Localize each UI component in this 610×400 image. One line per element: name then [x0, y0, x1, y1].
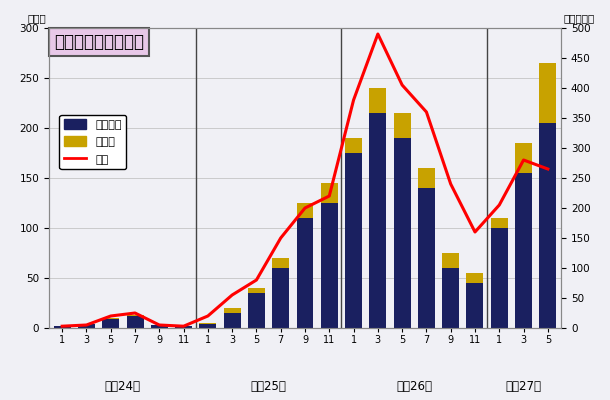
Bar — [491, 228, 508, 328]
Bar — [418, 188, 435, 328]
Bar — [393, 113, 411, 138]
Bar — [151, 325, 168, 328]
Bar — [126, 316, 143, 328]
Bar — [442, 253, 459, 268]
Bar — [321, 203, 338, 328]
Bar — [442, 268, 459, 328]
Bar — [248, 288, 265, 293]
Bar — [345, 153, 362, 328]
Bar — [539, 63, 556, 123]
Bar — [369, 88, 386, 113]
Bar — [224, 313, 241, 328]
Bar — [102, 319, 119, 328]
Text: 平成26年: 平成26年 — [396, 380, 432, 394]
Bar — [248, 293, 265, 328]
Bar — [467, 283, 484, 328]
Bar — [296, 203, 314, 218]
Bar — [369, 113, 386, 328]
Bar — [321, 183, 338, 203]
Bar — [102, 318, 119, 319]
Text: （件）: （件） — [27, 14, 46, 24]
Text: 月別発生状況の推移: 月別発生状況の推移 — [54, 32, 144, 50]
Bar — [199, 323, 217, 324]
Bar — [175, 326, 192, 328]
Legend: 実被害額, 阻止額, 件数: 実被害額, 阻止額, 件数 — [60, 114, 126, 169]
Bar — [418, 168, 435, 188]
Bar — [272, 258, 289, 268]
Bar — [515, 143, 532, 173]
Bar — [224, 308, 241, 313]
Bar — [515, 173, 532, 328]
Text: （百万円）: （百万円） — [564, 14, 595, 24]
Bar — [296, 218, 314, 328]
Bar — [345, 138, 362, 153]
Bar — [126, 315, 143, 316]
Bar — [272, 268, 289, 328]
Bar — [467, 273, 484, 283]
Text: 平成25年: 平成25年 — [251, 380, 287, 394]
Bar — [539, 123, 556, 328]
Bar — [78, 324, 95, 328]
Text: 平成24年: 平成24年 — [105, 380, 141, 394]
Bar — [199, 324, 217, 328]
Bar — [393, 138, 411, 328]
Bar — [54, 326, 71, 328]
Bar — [491, 218, 508, 228]
Text: 平成27年: 平成27年 — [506, 380, 542, 394]
